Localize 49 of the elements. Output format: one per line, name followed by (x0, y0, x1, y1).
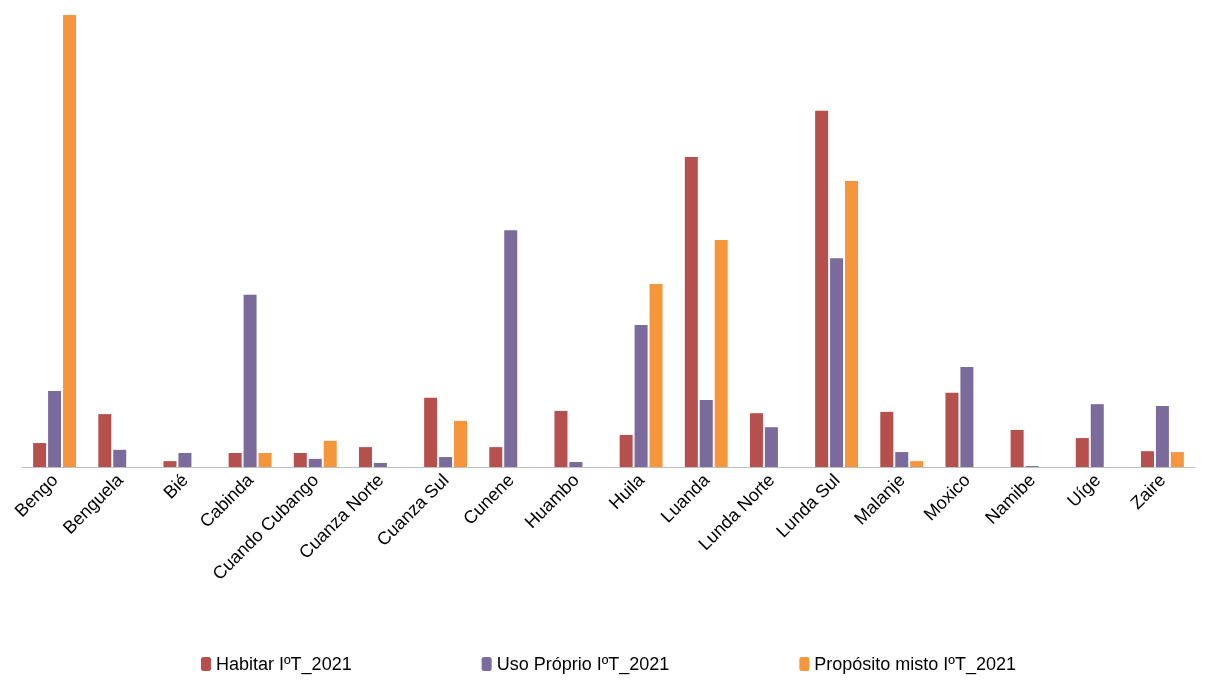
bar (163, 461, 177, 467)
bar (439, 457, 453, 467)
bar (63, 15, 77, 467)
bar (895, 452, 909, 467)
bar (489, 447, 503, 467)
bar (258, 452, 272, 467)
bar (178, 452, 192, 467)
bar (33, 443, 47, 467)
bar (699, 400, 713, 467)
bar (554, 410, 568, 467)
bar (1155, 405, 1169, 467)
bar (845, 180, 859, 467)
bar (1010, 429, 1024, 467)
bar (424, 397, 438, 467)
bar (1140, 451, 1154, 467)
bar (373, 462, 387, 467)
bar (960, 367, 974, 467)
bar (1090, 404, 1104, 467)
bar (619, 434, 633, 467)
bar (504, 230, 518, 467)
bar (749, 413, 763, 467)
legend-label: Propósito misto IºT_2021 (814, 654, 1017, 675)
bar (815, 110, 829, 467)
bar (764, 427, 778, 467)
bar (228, 452, 242, 467)
bar (98, 414, 112, 467)
bar (880, 411, 894, 467)
bar (684, 156, 698, 467)
bar (910, 461, 924, 467)
bar (569, 462, 583, 467)
bar (293, 452, 307, 467)
x-tick-label: Uíge (1063, 469, 1105, 511)
legend-label: Habitar IºT_2021 (216, 654, 352, 675)
bar (243, 294, 257, 467)
bar (649, 283, 663, 467)
bar (1170, 452, 1184, 467)
bar (454, 420, 468, 467)
x-tick-label: Bié (159, 469, 192, 503)
legend-label: Uso Próprio IºT_2021 (496, 654, 670, 675)
bar (830, 258, 844, 467)
bar (113, 449, 127, 467)
bar (634, 325, 648, 467)
bar (1075, 438, 1089, 467)
bar (323, 440, 337, 467)
bar (714, 240, 728, 467)
bar (48, 391, 62, 467)
bar (945, 392, 959, 467)
bar (308, 458, 322, 467)
bar (358, 447, 372, 467)
